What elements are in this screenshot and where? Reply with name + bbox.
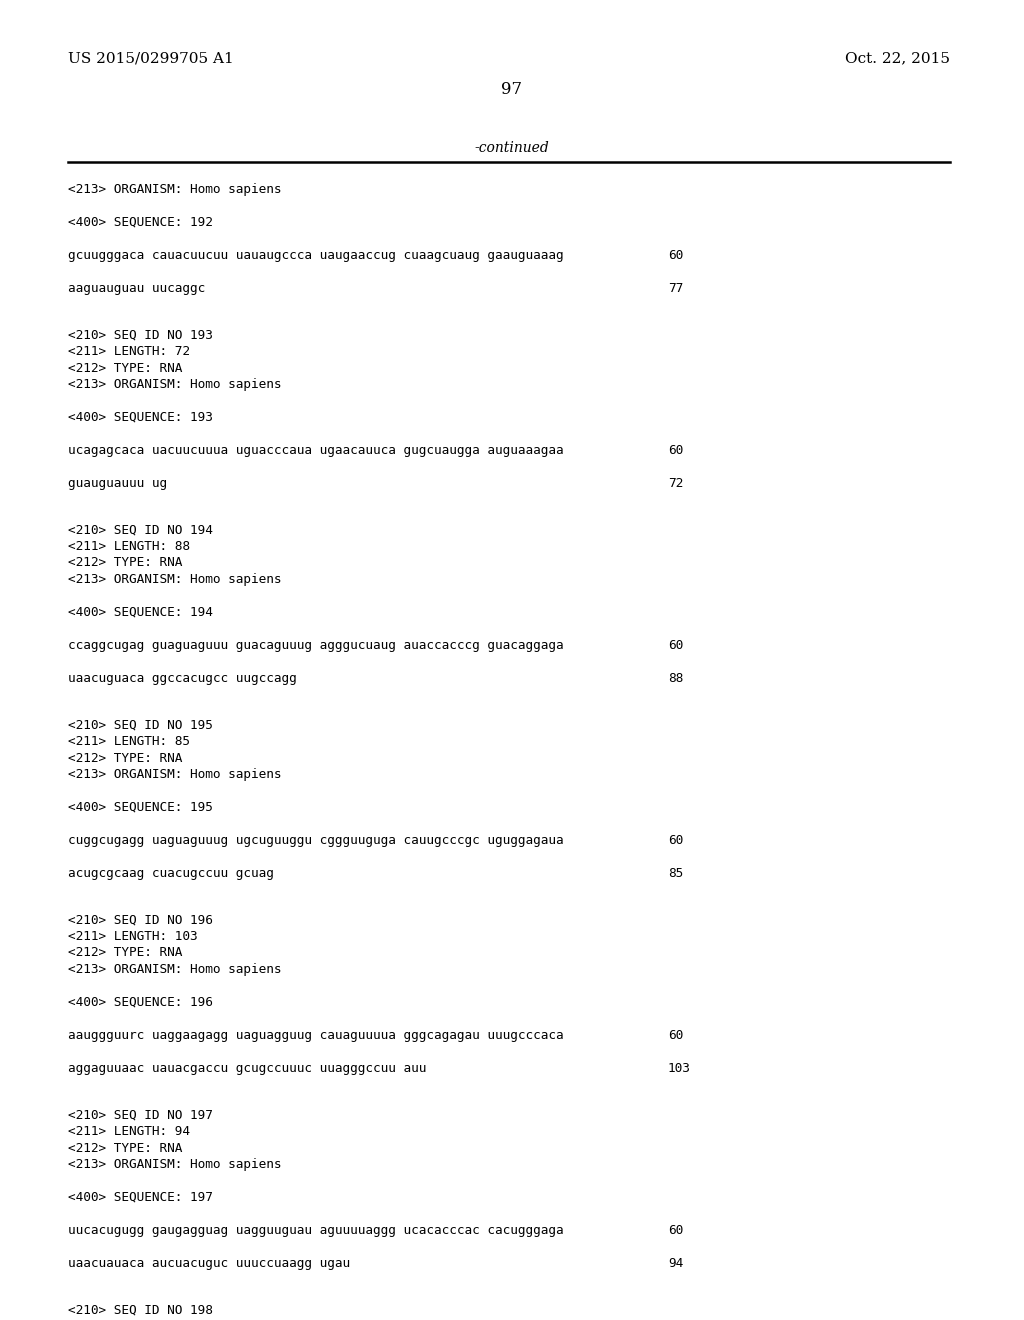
Text: 60: 60 xyxy=(668,1030,683,1041)
Text: guauguauuu ug: guauguauuu ug xyxy=(68,477,167,490)
Text: uucacugugg gaugagguag uagguuguau aguuuuaggg ucacacccac cacugggaga: uucacugugg gaugagguag uagguuguau aguuuua… xyxy=(68,1224,563,1237)
Text: gcuugggaca cauacuucuu uauaugccca uaugaaccug cuaagcuaug gaauguaaag: gcuugggaca cauacuucuu uauaugccca uaugaac… xyxy=(68,249,563,261)
Text: <400> SEQUENCE: 193: <400> SEQUENCE: 193 xyxy=(68,411,213,424)
Text: <210> SEQ ID NO 195: <210> SEQ ID NO 195 xyxy=(68,718,213,731)
Text: <212> TYPE: RNA: <212> TYPE: RNA xyxy=(68,751,182,764)
Text: <212> TYPE: RNA: <212> TYPE: RNA xyxy=(68,557,182,569)
Text: uaacuguaca ggccacugcc uugccagg: uaacuguaca ggccacugcc uugccagg xyxy=(68,672,297,685)
Text: aauggguurc uaggaagagg uaguagguug cauaguuuua gggcagagau uuugcccaca: aauggguurc uaggaagagg uaguagguug cauaguu… xyxy=(68,1030,563,1041)
Text: <213> ORGANISM: Homo sapiens: <213> ORGANISM: Homo sapiens xyxy=(68,573,282,586)
Text: 97: 97 xyxy=(502,82,522,99)
Text: <211> LENGTH: 103: <211> LENGTH: 103 xyxy=(68,931,198,942)
Text: <400> SEQUENCE: 196: <400> SEQUENCE: 196 xyxy=(68,997,213,1008)
Text: aggaguuaac uauacgaccu gcugccuuuc uuagggccuu auu: aggaguuaac uauacgaccu gcugccuuuc uuagggc… xyxy=(68,1063,426,1074)
Text: <400> SEQUENCE: 192: <400> SEQUENCE: 192 xyxy=(68,216,213,228)
Text: <211> LENGTH: 88: <211> LENGTH: 88 xyxy=(68,540,190,553)
Text: aaguauguau uucaggc: aaguauguau uucaggc xyxy=(68,282,205,294)
Text: <210> SEQ ID NO 197: <210> SEQ ID NO 197 xyxy=(68,1109,213,1122)
Text: <210> SEQ ID NO 194: <210> SEQ ID NO 194 xyxy=(68,524,213,536)
Text: 103: 103 xyxy=(668,1063,691,1074)
Text: <400> SEQUENCE: 197: <400> SEQUENCE: 197 xyxy=(68,1191,213,1204)
Text: uaacuauaca aucuacuguc uuuccuaagg ugau: uaacuauaca aucuacuguc uuuccuaagg ugau xyxy=(68,1257,350,1270)
Text: 85: 85 xyxy=(668,867,683,880)
Text: <210> SEQ ID NO 193: <210> SEQ ID NO 193 xyxy=(68,329,213,342)
Text: <210> SEQ ID NO 198: <210> SEQ ID NO 198 xyxy=(68,1304,213,1316)
Text: 60: 60 xyxy=(668,444,683,457)
Text: 60: 60 xyxy=(668,834,683,847)
Text: <211> LENGTH: 94: <211> LENGTH: 94 xyxy=(68,1125,190,1138)
Text: 88: 88 xyxy=(668,672,683,685)
Text: US 2015/0299705 A1: US 2015/0299705 A1 xyxy=(68,51,233,65)
Text: 60: 60 xyxy=(668,639,683,652)
Text: 60: 60 xyxy=(668,1224,683,1237)
Text: <213> ORGANISM: Homo sapiens: <213> ORGANISM: Homo sapiens xyxy=(68,1158,282,1171)
Text: 72: 72 xyxy=(668,477,683,490)
Text: <213> ORGANISM: Homo sapiens: <213> ORGANISM: Homo sapiens xyxy=(68,964,282,975)
Text: <400> SEQUENCE: 194: <400> SEQUENCE: 194 xyxy=(68,606,213,619)
Text: <210> SEQ ID NO 196: <210> SEQ ID NO 196 xyxy=(68,913,213,927)
Text: <212> TYPE: RNA: <212> TYPE: RNA xyxy=(68,1142,182,1155)
Text: <213> ORGANISM: Homo sapiens: <213> ORGANISM: Homo sapiens xyxy=(68,183,282,195)
Text: <211> LENGTH: 85: <211> LENGTH: 85 xyxy=(68,735,190,748)
Text: 77: 77 xyxy=(668,282,683,294)
Text: <212> TYPE: RNA: <212> TYPE: RNA xyxy=(68,946,182,960)
Text: <400> SEQUENCE: 195: <400> SEQUENCE: 195 xyxy=(68,801,213,814)
Text: acugcgcaag cuacugccuu gcuag: acugcgcaag cuacugccuu gcuag xyxy=(68,867,273,880)
Text: ccaggcugag guaguaguuu guacaguuug agggucuaug auaccacccg guacaggaga: ccaggcugag guaguaguuu guacaguuug agggucu… xyxy=(68,639,563,652)
Text: 94: 94 xyxy=(668,1257,683,1270)
Text: cuggcugagg uaguaguuug ugcuguuggu cggguuguga cauugcccgc uguggagaua: cuggcugagg uaguaguuug ugcuguuggu cggguug… xyxy=(68,834,563,847)
Text: <212> TYPE: RNA: <212> TYPE: RNA xyxy=(68,362,182,375)
Text: ucagagcaca uacuucuuua uguacccaua ugaacauuca gugcuaugga auguaaagaa: ucagagcaca uacuucuuua uguacccaua ugaacau… xyxy=(68,444,563,457)
Text: -continued: -continued xyxy=(475,141,549,154)
Text: <213> ORGANISM: Homo sapiens: <213> ORGANISM: Homo sapiens xyxy=(68,768,282,781)
Text: Oct. 22, 2015: Oct. 22, 2015 xyxy=(845,51,950,65)
Text: <211> LENGTH: 72: <211> LENGTH: 72 xyxy=(68,345,190,358)
Text: 60: 60 xyxy=(668,249,683,261)
Text: <213> ORGANISM: Homo sapiens: <213> ORGANISM: Homo sapiens xyxy=(68,378,282,391)
